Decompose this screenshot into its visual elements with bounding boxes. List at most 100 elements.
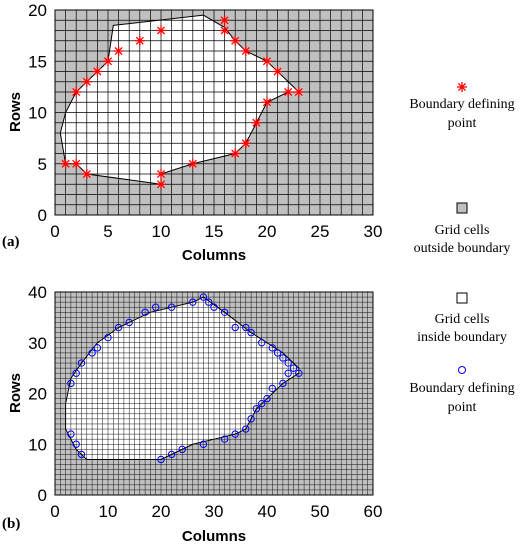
x-tick-label: 25	[311, 222, 330, 241]
data-point-asterisk	[230, 35, 241, 46]
x-tick-label: 40	[258, 502, 277, 521]
x-tick-label: 30	[364, 222, 383, 241]
legend-label-line1: Grid cells	[435, 312, 490, 327]
data-point-asterisk	[81, 169, 92, 179]
legend-label-line2: point	[448, 400, 477, 415]
y-tick-label: 5	[38, 155, 47, 174]
data-point-asterisk	[262, 56, 272, 67]
data-point-circle	[268, 384, 276, 393]
y-tick-label: 20	[28, 385, 47, 404]
data-point-asterisk	[156, 25, 166, 36]
data-point-asterisk	[156, 169, 166, 179]
data-point-circle	[220, 308, 229, 316]
data-point-asterisk	[103, 56, 113, 67]
legend: Boundary defining point Grid cells outsi…	[409, 82, 515, 415]
legend-item-inside-cells: Grid cells inside boundary	[417, 292, 507, 345]
gray-square-icon	[456, 202, 468, 214]
data-point-circle	[93, 344, 102, 352]
chart-a-panel-label: (a)	[2, 234, 20, 250]
x-tick-label: 20	[152, 502, 171, 521]
legend-label-line1: Boundary defining	[409, 381, 514, 396]
chart-b-points	[67, 293, 303, 464]
chart-a-y-axis-label: Rows	[7, 92, 24, 132]
data-point-circle	[199, 293, 208, 301]
data-point-asterisk	[71, 158, 82, 169]
data-point-circle	[279, 354, 287, 362]
data-point-circle	[167, 450, 176, 459]
legend-item-boundary-point-a: Boundary defining point	[409, 82, 515, 131]
x-tick-label: 60	[364, 502, 383, 521]
chart-a-grid	[54, 9, 374, 216]
y-tick-label: 20	[28, 1, 47, 20]
data-point-circle	[72, 369, 80, 377]
chart-a-boundary-line	[59, 14, 301, 185]
data-point-circle	[231, 430, 239, 438]
white-square-icon	[456, 292, 468, 304]
x-tick-label: 30	[205, 502, 224, 521]
data-point-circle	[67, 430, 75, 438]
data-point-asterisk	[230, 148, 241, 159]
chart-b-axes-frame	[54, 291, 374, 496]
chart-a-points	[60, 15, 304, 190]
y-tick-label: 10	[28, 104, 47, 123]
y-tick-label: 15	[28, 52, 47, 71]
chart-a-inside-region	[60, 15, 299, 185]
data-point-circle	[242, 425, 250, 433]
data-point-asterisk	[113, 46, 124, 56]
data-point-circle	[157, 455, 165, 464]
data-point-circle	[268, 344, 276, 352]
data-point-circle	[220, 435, 229, 443]
data-point-circle	[231, 323, 239, 332]
blue-circle-icon	[458, 366, 466, 374]
data-point-circle	[210, 303, 218, 311]
data-point-asterisk	[293, 87, 304, 97]
data-point-circle	[104, 333, 112, 342]
legend-item-outside-cells: Grid cells outside boundary	[414, 202, 510, 256]
chart-a-x-ticks: 0 5 10 15 20 25 30	[50, 222, 382, 241]
data-point-asterisk	[81, 76, 92, 87]
data-point-asterisk	[272, 66, 283, 77]
data-point-circle	[247, 415, 255, 423]
data-point-circle	[152, 303, 160, 311]
data-point-circle	[258, 399, 266, 408]
data-point-asterisk	[134, 35, 145, 46]
chart-b-x-axis-label: Columns	[182, 528, 246, 545]
data-point-asterisk	[240, 46, 251, 56]
legend-label-line2: inside boundary	[417, 330, 507, 345]
chart-a: 0 5 10 15 20 25 30 0 5 10 15 20 Columns Rows (a)	[2, 1, 382, 264]
data-point-circle	[167, 303, 176, 311]
x-tick-label: 10	[99, 502, 118, 521]
data-point-asterisk	[219, 25, 230, 36]
data-point-asterisk	[262, 97, 272, 108]
data-point-circle	[125, 318, 133, 327]
data-point-circle	[88, 349, 96, 357]
data-point-circle	[189, 298, 197, 306]
x-tick-label: 20	[258, 222, 277, 241]
data-point-circle	[77, 359, 86, 367]
y-tick-label: 0	[38, 486, 47, 505]
data-point-circle	[178, 445, 186, 454]
data-point-asterisk	[71, 87, 82, 97]
data-point-circle	[258, 339, 266, 347]
chart-b-y-ticks: 0 10 20 30 40	[28, 283, 47, 505]
data-point-circle	[284, 369, 292, 377]
data-point-circle	[141, 308, 149, 316]
chart-b-grid	[54, 291, 374, 496]
x-tick-label: 10	[152, 222, 171, 241]
chart-b-x-ticks: 0 10 20 30 40 50 60	[50, 502, 382, 521]
y-tick-label: 0	[38, 206, 47, 225]
x-tick-label: 0	[50, 502, 59, 521]
chart-a-x-axis-label: Columns	[182, 247, 246, 264]
red-asterisk-icon	[457, 82, 467, 92]
data-point-circle	[242, 323, 250, 332]
x-tick-label: 5	[103, 222, 112, 241]
data-point-asterisk	[219, 15, 230, 26]
data-point-asterisk	[60, 158, 71, 169]
data-point-asterisk	[92, 66, 103, 77]
y-tick-label: 10	[28, 435, 47, 454]
chart-a-y-ticks: 0 5 10 15 20	[28, 1, 47, 225]
data-point-circle	[263, 394, 271, 403]
data-point-circle	[289, 364, 298, 372]
chart-b: 0 10 20 30 40 50 60 0 10 20 30 40 Columns Rows (b)	[2, 283, 382, 545]
